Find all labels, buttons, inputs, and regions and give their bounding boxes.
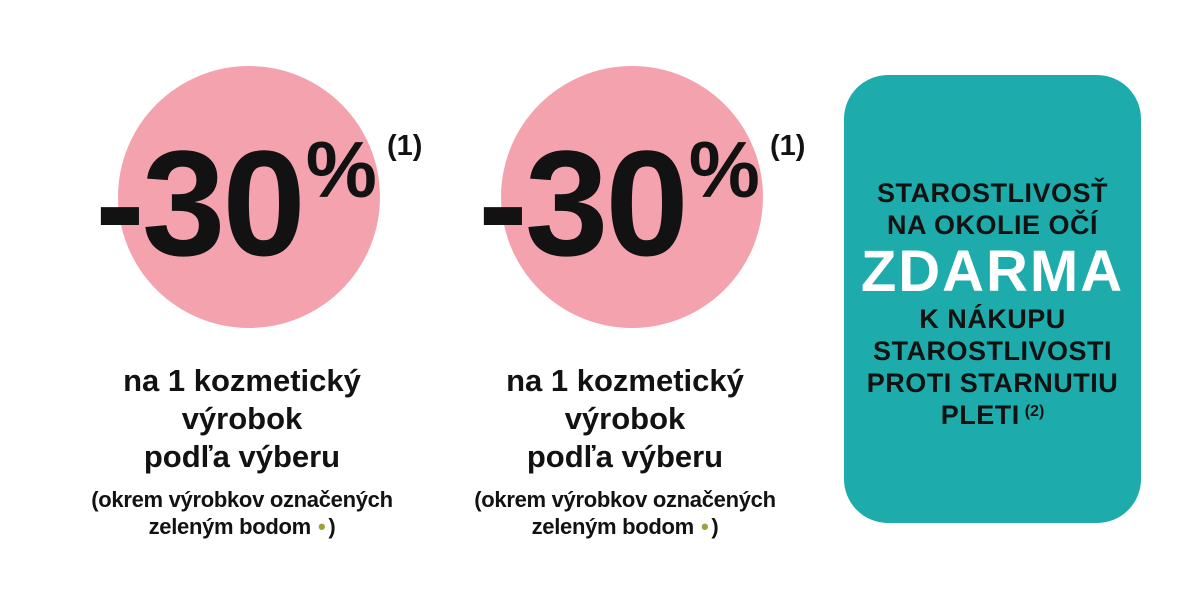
description-line: podľa výberu <box>143 439 341 474</box>
percent-sign: % <box>305 125 377 214</box>
gift-detail-line: PROTI STARNUTIU <box>866 368 1119 398</box>
note-text: zeleným bodom <box>148 514 312 539</box>
discount-offer-1: -30% (1) na 1 kozmetický výrobok podľa vý… <box>0 0 490 600</box>
gift-last-word: PLETI <box>940 400 1020 430</box>
discount-value: -30 <box>478 119 689 287</box>
percent-sign: % <box>688 125 760 214</box>
discount-value: -30 <box>95 119 306 287</box>
description-line: na 1 kozmetický <box>506 363 744 398</box>
footnote-marker: (2) <box>1024 403 1045 420</box>
discount-offer-2: -30% (1) na 1 kozmetický výrobok podľa vý… <box>383 0 873 600</box>
description-line: výrobok <box>564 401 686 436</box>
offer-description: na 1 kozmetický výrobok podľa výberu (ok… <box>425 362 825 540</box>
gift-last-line: PLETI (2) <box>844 399 1141 436</box>
note-line: (okrem výrobkov označených <box>474 487 776 512</box>
offer-note: (okrem výrobkov označených zeleným bodom… <box>42 486 442 540</box>
description-line: podľa výberu <box>526 439 724 474</box>
description-line: výrobok <box>181 401 303 436</box>
discount-text: -30% (1) <box>478 128 805 278</box>
description-line: na 1 kozmetický <box>123 363 361 398</box>
green-dot-icon: • <box>317 514 326 539</box>
note-text: zeleným bodom <box>531 514 695 539</box>
discount-text: -30% (1) <box>95 128 422 278</box>
discount-circle <box>118 66 380 328</box>
footnote-marker: (1) <box>386 130 423 162</box>
gift-detail-line: STAROSTLIVOSTI <box>872 336 1112 366</box>
offer-note: (okrem výrobkov označených zeleným bodom… <box>425 486 825 540</box>
offer-description: na 1 kozmetický výrobok podľa výberu (ok… <box>42 362 442 540</box>
note-line: zeleným bodom •) <box>42 513 442 540</box>
gift-highlight: ZDARMA <box>860 239 1125 304</box>
gift-intro-line: STAROSTLIVOSŤ <box>876 178 1108 208</box>
note-line: zeleným bodom •) <box>425 513 825 540</box>
gift-detail-line: K NÁKUPU <box>919 304 1066 334</box>
free-gift-card: STAROSTLIVOSŤ NA OKOLIE OČÍ ZDARMA K NÁK… <box>844 75 1141 523</box>
note-close-paren: ) <box>711 514 719 539</box>
gift-intro-line: NA OKOLIE OČÍ <box>886 210 1098 240</box>
footnote-marker: (1) <box>769 130 806 162</box>
note-close-paren: ) <box>328 514 336 539</box>
discount-circle <box>501 66 763 328</box>
green-dot-icon: • <box>700 514 709 539</box>
note-line: (okrem výrobkov označených <box>91 487 393 512</box>
